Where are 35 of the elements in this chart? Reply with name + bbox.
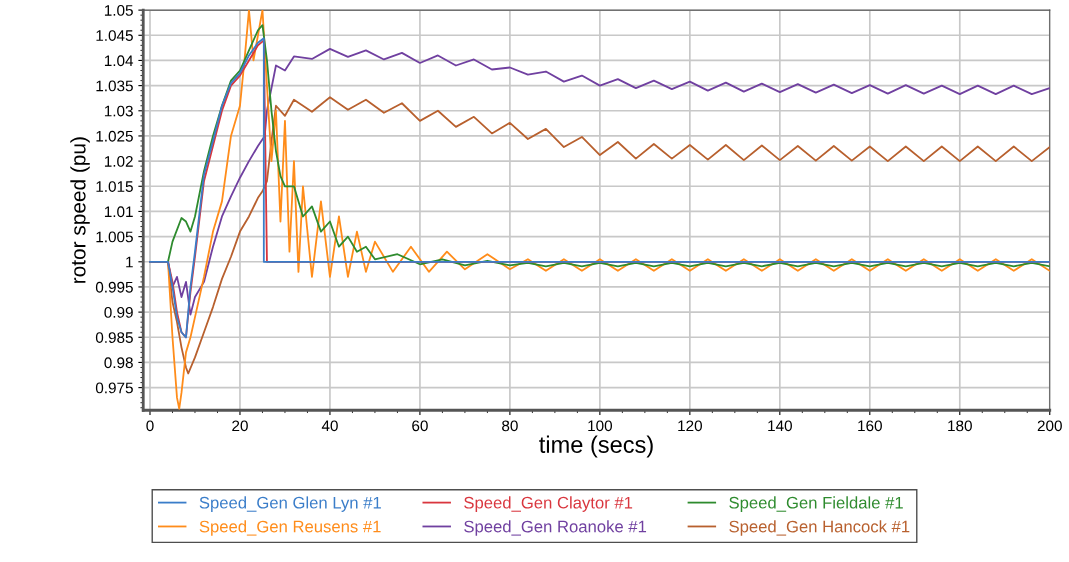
x-tick-label: 60 xyxy=(412,420,428,432)
y-tick-label: 0.975 xyxy=(95,382,133,394)
y-axis-title: rotor speed (pu) xyxy=(70,137,90,283)
y-tick-label: 0.99 xyxy=(104,306,133,318)
legend-label: Speed_Gen Hancock #1 xyxy=(729,520,910,536)
x-tick-label: 100 xyxy=(588,420,613,432)
y-tick-label: 1.02 xyxy=(104,155,133,167)
y-tick-label: 1.015 xyxy=(96,181,133,192)
x-tick-label: 180 xyxy=(948,420,972,432)
x-tick-label: 140 xyxy=(768,420,792,432)
y-tick-label: 1.035 xyxy=(96,80,133,92)
legend-label: Speed_Gen Glen Lyn #1 xyxy=(199,496,381,512)
x-tick-label: 120 xyxy=(678,420,702,432)
x-tick-label: 20 xyxy=(232,420,248,432)
y-tick-label: 0.995 xyxy=(95,281,133,293)
y-tick-label: 0.98 xyxy=(104,357,133,369)
legend-label: Speed_Gen Fieldale #1 xyxy=(729,496,903,512)
y-tick-label: 1.045 xyxy=(96,30,133,41)
legend-label: Speed_Gen Claytor #1 xyxy=(464,496,633,512)
x-tick-label: 0 xyxy=(146,420,154,432)
x-tick-label: 80 xyxy=(502,420,518,432)
x-tick-label: 40 xyxy=(321,420,338,432)
y-tick-label: 1.04 xyxy=(104,55,134,67)
y-tick-label: 1.05 xyxy=(104,4,133,16)
y-tick-label: 1 xyxy=(126,256,133,268)
x-axis-title: time (secs) xyxy=(539,435,653,458)
x-tick-label: 200 xyxy=(1037,420,1062,432)
y-tick-label: 0.985 xyxy=(95,332,133,343)
y-tick-label: 1.025 xyxy=(96,130,133,142)
y-tick-label: 1.01 xyxy=(104,206,133,218)
x-tick-label: 160 xyxy=(858,420,882,432)
legend-label: Speed_Gen Reusens #1 xyxy=(199,520,381,536)
y-tick-label: 1.005 xyxy=(96,231,133,243)
legend-label: Speed_Gen Roanoke #1 xyxy=(464,520,647,536)
y-tick-label: 1.03 xyxy=(104,105,133,117)
